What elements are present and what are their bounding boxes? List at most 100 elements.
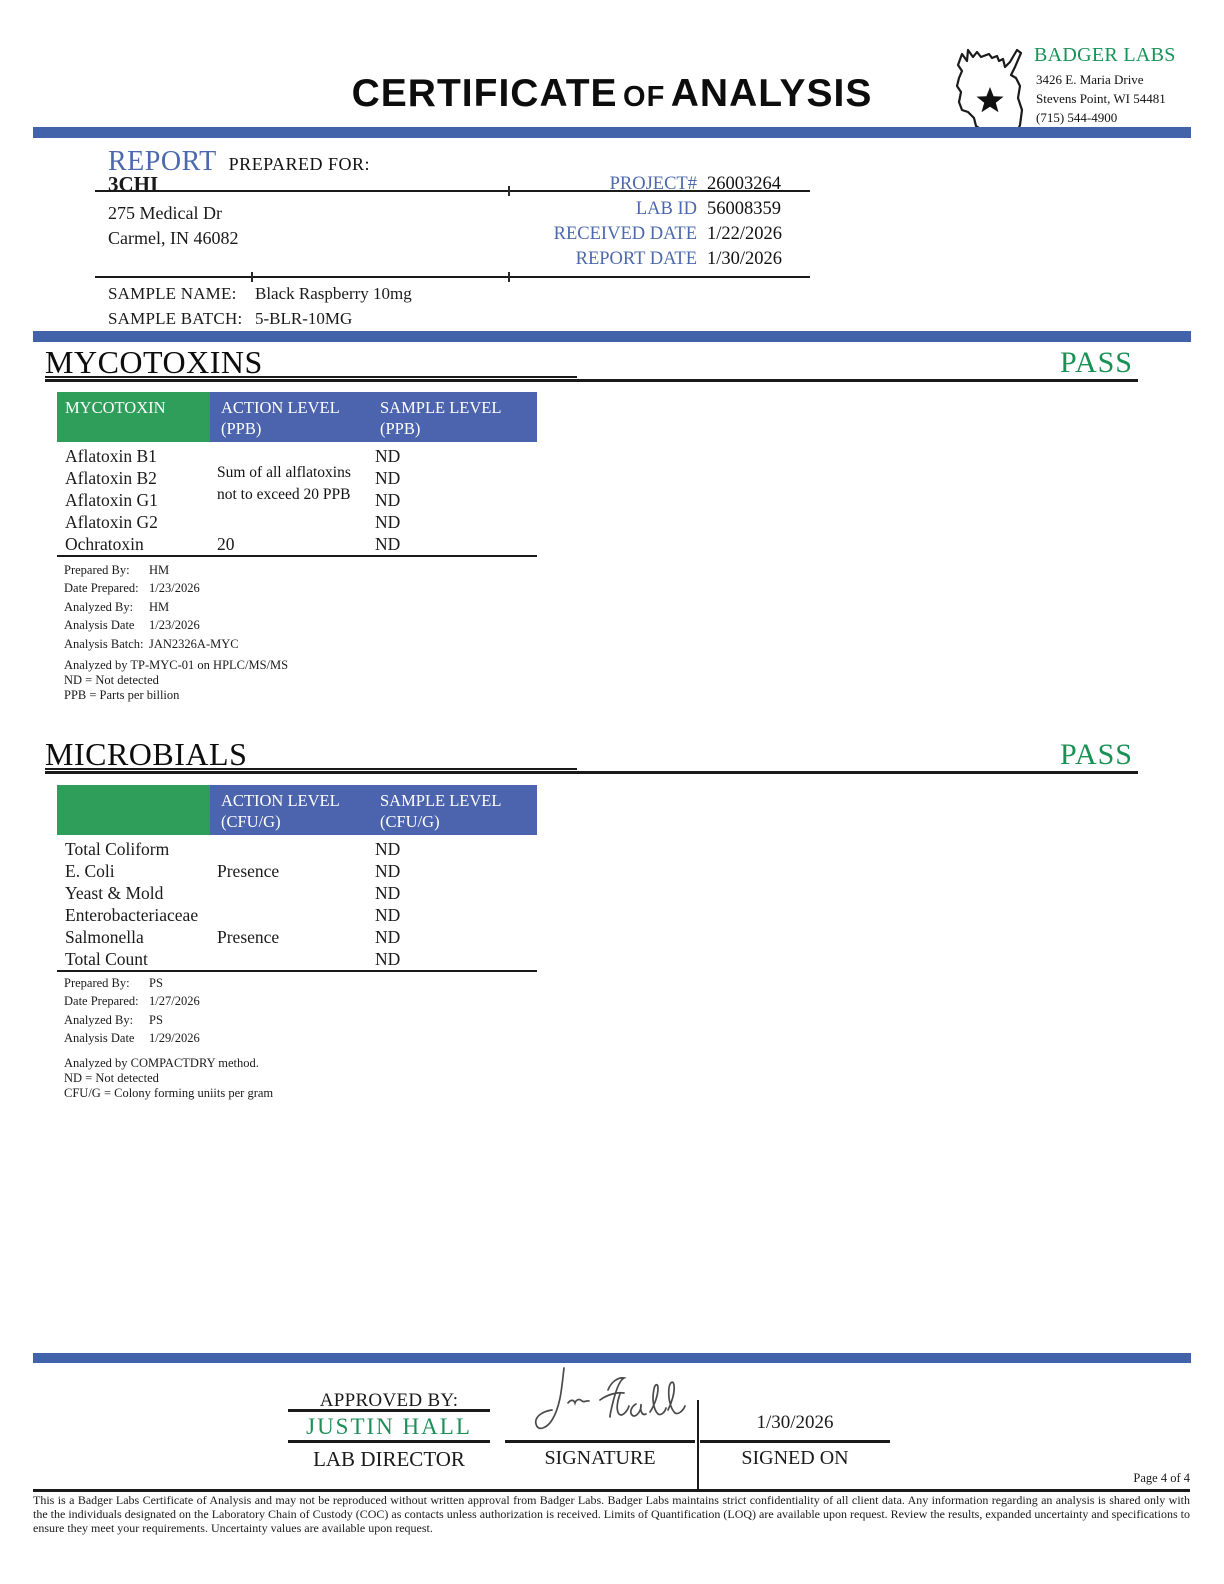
column-header-sample-level: SAMPLE LEVEL (CFU/G) [365, 785, 537, 835]
table-body: Aflatoxin B1 ND Aflatoxin B2 ND Aflatoxi… [57, 442, 537, 555]
report-label: REPORT [108, 146, 217, 177]
sample-cell: ND [375, 446, 401, 466]
analyte-cell: Salmonella [65, 927, 144, 947]
analyte-cell: Aflatoxin G2 [65, 512, 158, 532]
approver-name: JUSTIN HALL [306, 1414, 472, 1439]
sample-cell: ND [375, 927, 401, 947]
title-part1: CERTIFICATE [351, 72, 618, 115]
disclaimer-divider [33, 1489, 1190, 1492]
meta-value: 1/29/2026 [149, 1031, 200, 1046]
disclaimer-text: This is a Badger Labs Certificate of Ana… [33, 1493, 1190, 1535]
report-heading: REPORT PREPARED FOR: [108, 146, 370, 178]
meta-label: Analysis Date [64, 1031, 135, 1046]
field-value: 1/30/2026 [707, 249, 783, 269]
table-row: Aflatoxin B1 ND [57, 445, 537, 467]
meta-row: Date Prepared: 1/23/2026 [64, 581, 239, 599]
column-header-action-level: ACTION LEVEL (PPB) [210, 392, 365, 442]
sample-cell: ND [375, 490, 401, 510]
analyte-cell: Ochratoxin [65, 534, 144, 554]
pass-badge-microbials: PASS [1060, 738, 1133, 771]
meta-value: 1/23/2026 [149, 618, 200, 633]
lab-name: BADGER LABS [1034, 44, 1176, 66]
microbials-table: ACTION LEVEL (CFU/G) SAMPLE LEVEL (CFU/G… [57, 785, 537, 972]
field-label: PROJECT# [609, 174, 697, 194]
meta-label: Analysis Batch: [64, 636, 144, 651]
approved-by-label: APPROVED BY: [319, 1390, 459, 1411]
action-cell [210, 511, 365, 533]
sample-name-value: Black Raspberry 10mg [255, 284, 412, 303]
page-number: Page 4 of 4 [1133, 1471, 1190, 1485]
analyte-cell: Aflatoxin B2 [65, 468, 157, 488]
footnote: PPB = Parts per billion [64, 688, 180, 702]
section-underline [45, 379, 1138, 382]
action-cell [210, 882, 365, 904]
field-value: 1/22/2026 [707, 224, 783, 244]
mycotoxins-meta: Prepared By: HM Date Prepared: 1/23/2026… [64, 563, 239, 655]
meta-row: Date Prepared: 1/27/2026 [64, 994, 200, 1012]
column-header-mycotoxin: MYCOTOXIN [57, 392, 210, 442]
sample-cell: ND [375, 949, 401, 969]
footnote: CFU/G = Colony forming uniits per gram [64, 1086, 274, 1100]
table-row: Enterobacteriaceae ND [57, 904, 537, 926]
sample-name-label: SAMPLE NAME: [108, 284, 237, 303]
column-header-action-level: ACTION LEVEL (CFU/G) [210, 785, 365, 835]
section-heading-mycotoxins: MYCOTOXINS [45, 344, 263, 380]
meta-row: Analysis Batch: JAN2326A-MYC [64, 637, 239, 655]
role-label: LAB DIRECTOR [313, 1447, 465, 1471]
sample-cell: ND [375, 534, 401, 554]
analyte-cell: Yeast & Mold [65, 883, 164, 903]
meta-row: Prepared By: HM [64, 563, 239, 581]
meta-label: Analyzed By: [64, 599, 134, 614]
analyte-cell: Enterobacteriaceae [65, 905, 199, 925]
table-bottom-border [57, 555, 537, 557]
meta-label: Analysis Date [64, 618, 135, 633]
meta-value: JAN2326A-MYC [149, 636, 239, 651]
title-part2: ANALYSIS [670, 72, 873, 115]
field-row-project: PROJECT# 26003264 [500, 174, 920, 199]
section-underline [45, 768, 577, 770]
meta-label: Date Prepared: [64, 994, 139, 1009]
meta-row: Analyzed By: HM [64, 600, 239, 618]
meta-row: Analyzed By: PS [64, 1013, 200, 1031]
approval-divider [697, 1400, 699, 1489]
analyte-cell: E. Coli [65, 861, 115, 881]
analyte-cell: Aflatoxin B1 [65, 446, 157, 466]
signature-label-block: SIGNATURE [505, 1447, 695, 1470]
report-divider-top [95, 190, 810, 192]
meta-value: HM [149, 599, 170, 614]
report-fields: PROJECT# 26003264 LAB ID 56008359 RECEIV… [500, 174, 920, 274]
divider-bar-bottom [33, 1353, 1191, 1363]
field-value: 56008359 [707, 199, 781, 219]
title-of: OF [623, 81, 666, 113]
action-level-note: Sum of all alflatoxins not to exceed 20 … [217, 464, 351, 503]
field-label: LAB ID [635, 199, 697, 219]
footnote: ND = Not detected [64, 1071, 159, 1085]
meta-value: 1/23/2026 [149, 581, 200, 596]
client-address-line1: 275 Medical Dr [108, 203, 222, 223]
sample-cell: ND [375, 883, 401, 903]
footnote: Analyzed by COMPACTDRY method. [64, 1056, 259, 1070]
field-value: 26003264 [707, 174, 781, 194]
footnote: Analyzed by TP-MYC-01 on HPLC/MS/MS [64, 658, 289, 672]
table-body: Total Coliform ND E. Coli Presence ND Ye… [57, 835, 537, 970]
pass-badge-mycotoxins: PASS [1060, 346, 1133, 379]
section-underline [45, 771, 1138, 774]
approved-by-block: APPROVED BY: [288, 1390, 490, 1412]
action-cell [210, 948, 365, 970]
column-header-blank [57, 785, 210, 835]
signed-on-block: SIGNED ON [700, 1447, 890, 1470]
signed-on-label: SIGNED ON [741, 1447, 849, 1469]
divider-tick [508, 186, 510, 196]
signed-date-block: 1/30/2026 [700, 1412, 890, 1434]
lab-phone: (715) 544-4900 [1036, 110, 1118, 125]
column-header-sample-level: SAMPLE LEVEL (PPB) [365, 392, 537, 442]
meta-row: Analysis Date 1/29/2026 [64, 1031, 200, 1049]
signed-on-underline [700, 1440, 890, 1443]
divider-bar-middle [33, 331, 1191, 342]
microbials-footnotes: Analyzed by COMPACTDRY method. ND = Not … [64, 1056, 273, 1101]
page-title: CERTIFICATE OF ANALYSIS [0, 72, 1224, 116]
action-cell: Presence [217, 861, 280, 881]
table-row: Aflatoxin G1 ND [57, 489, 537, 511]
divider-tick [251, 272, 253, 282]
